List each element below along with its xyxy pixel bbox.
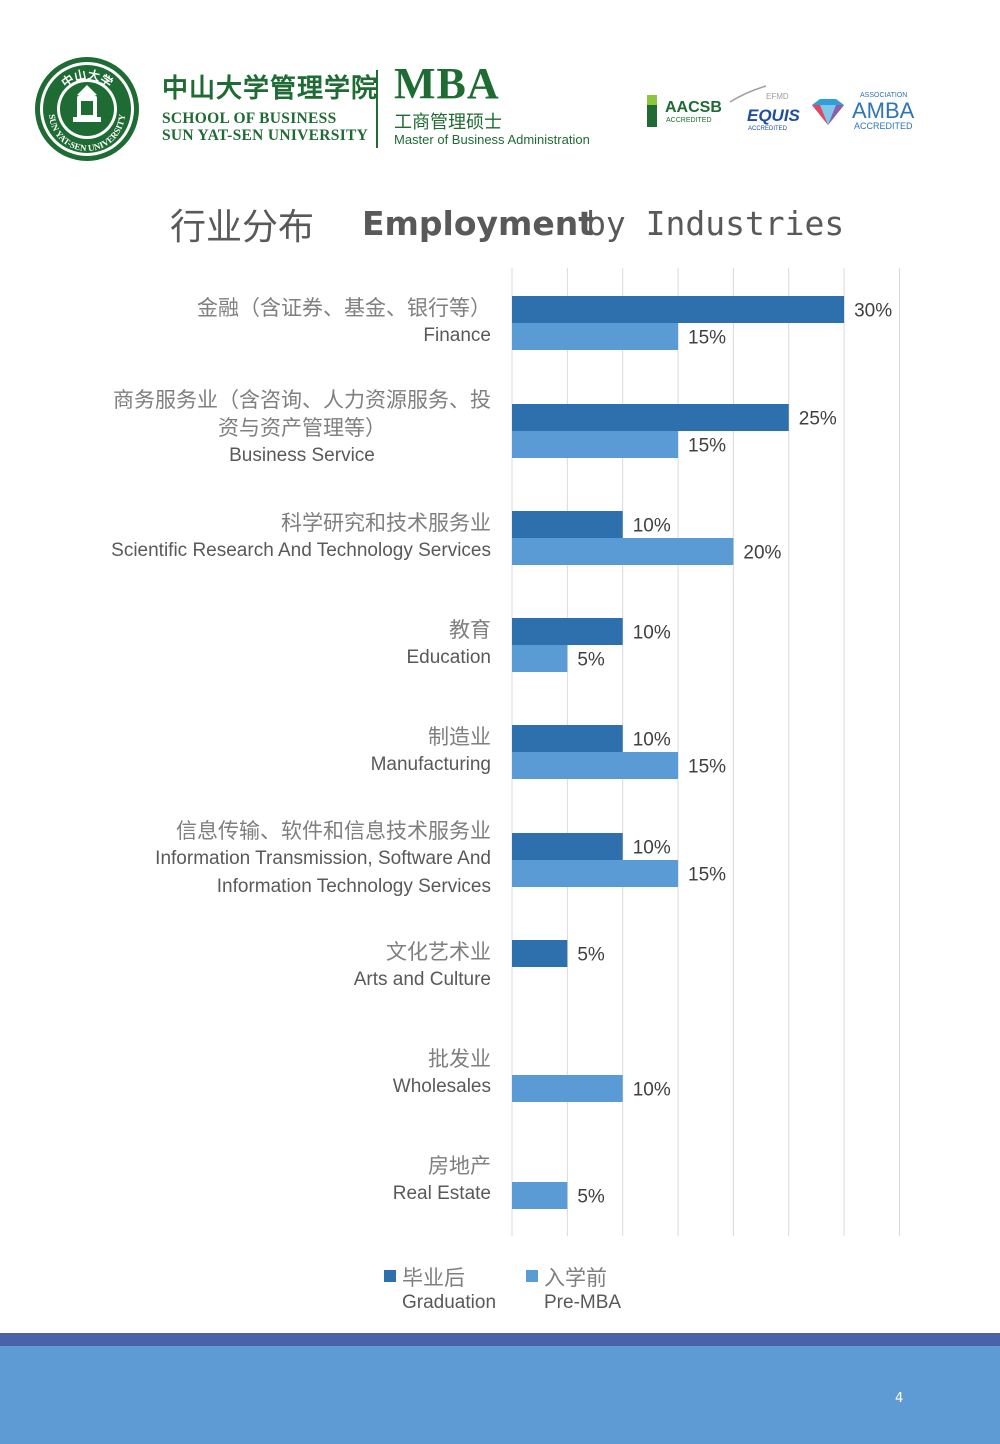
data-label: 10% [633, 730, 671, 751]
data-label: 10% [633, 838, 671, 859]
category-label: 金融（含证券、基金、银行等） Finance [197, 294, 491, 350]
data-label: 15% [688, 757, 726, 778]
bar-graduation [512, 725, 623, 752]
bar-graduation [512, 404, 789, 431]
aacsb-label: AACSB [665, 99, 722, 116]
mba-title: MBA [394, 59, 500, 108]
data-label: 30% [854, 301, 892, 322]
category-label-cn: 金融（含证券、基金、银行等） [197, 296, 491, 320]
amba-badge: ASSOCIATION AMBA ACCREDITED [808, 92, 923, 132]
data-label: 5% [577, 1187, 605, 1208]
school-name-en-line2: SUN YAT-SEN UNIVERSITY [162, 127, 369, 144]
category-label-cn: 商务服务业（含咨询、人力资源服务、投 [113, 388, 491, 412]
school-name-cn: 中山大学管理学院 [162, 74, 379, 104]
bar-pre-mba [512, 752, 679, 779]
legend-label-cn: 入学前 [544, 1266, 607, 1290]
equis-sub-label: ACCREDITED [748, 126, 788, 132]
legend-label-en: Pre-MBA [544, 1292, 622, 1313]
chart-title-en-bold: Employment [362, 204, 595, 243]
category-label-en: Business Service [229, 445, 375, 466]
category-label-cn: 教育 [449, 618, 491, 642]
category-label: 教育 Education [406, 616, 491, 672]
category-label-en: Wholesales [392, 1076, 491, 1097]
category-label-en: Education [406, 647, 491, 668]
category-label-en: Information Transmission, Software And [155, 848, 491, 869]
efmd-label: EFMD [766, 92, 789, 101]
data-label: 20% [743, 543, 781, 564]
data-label: 25% [799, 409, 837, 430]
amba-diamond-icon [812, 99, 844, 125]
legend-swatch-graduation [384, 1270, 396, 1282]
category-label: 商务服务业（含咨询、人力资源服务、投 资与资产管理等） Business Servi… [113, 386, 491, 470]
amba-sub-label: ACCREDITED [854, 121, 913, 131]
category-label: 信息传输、软件和信息技术服务业 Information Transmission,… [155, 817, 491, 901]
bar-graduation [512, 511, 623, 538]
bar-graduation [512, 833, 623, 860]
bar-graduation [512, 618, 623, 645]
footer-band [0, 1346, 1000, 1444]
data-label: 15% [688, 328, 726, 349]
category-label-en: Real Estate [392, 1183, 491, 1204]
sysu-seal-logo: 中山大学 SUN YAT-SEN UNIVERSITY [35, 57, 139, 161]
school-name-en-line1: SCHOOL OF BUSINESS [162, 110, 337, 127]
mba-subtitle-cn: 工商管理硕士 [394, 112, 502, 133]
category-label-en: Manufacturing [370, 754, 491, 775]
legend-label-en: Graduation [402, 1292, 497, 1313]
page-number: 4 [895, 1391, 904, 1406]
data-label: 15% [688, 436, 726, 457]
category-label-cn: 房地产 [428, 1154, 491, 1178]
aacsb-icon [647, 95, 657, 127]
data-label: 5% [577, 650, 605, 671]
bar-pre-mba [512, 1075, 623, 1102]
data-label: 10% [633, 516, 671, 537]
legend-swatch-pre-mba [526, 1270, 538, 1282]
bar-pre-mba [512, 860, 679, 887]
category-label-cn: 制造业 [428, 725, 491, 749]
category-label: 房地产 Real Estate [393, 1152, 491, 1208]
category-label-en: Finance [423, 325, 491, 346]
category-label-cn: 文化艺术业 [386, 940, 491, 964]
bar-graduation [512, 940, 568, 967]
data-label: 5% [577, 945, 605, 966]
aacsb-sub-label: ACCREDITED [666, 117, 712, 124]
equis-badge: EFMD EQUIS ACCREDITED [728, 84, 800, 134]
footer-stripe [0, 1333, 1000, 1346]
amba-label: AMBA [852, 98, 915, 123]
category-label: 科学研究和技术服务业 Scientific Research And Techno… [111, 509, 491, 565]
mba-subtitle-en: Master of Business Administration [394, 132, 590, 147]
chart-title-en-rest: by Industries [586, 204, 845, 243]
category-label-en: Scientific Research And Technology Servi… [111, 540, 491, 561]
amba-association-label: ASSOCIATION [860, 92, 908, 99]
chart-title-cn: 行业分布 [170, 207, 315, 248]
bar-pre-mba [512, 431, 679, 458]
category-label: 文化艺术业 Arts and Culture [354, 938, 491, 994]
bar-pre-mba [512, 323, 679, 350]
category-label: 批发业 Wholesales [393, 1045, 491, 1101]
category-label-cn: 资与资产管理等） [218, 416, 386, 440]
category-label-cn: 信息传输、软件和信息技术服务业 [176, 819, 491, 843]
bar-pre-mba [512, 645, 568, 672]
legend-label-cn: 毕业后 [402, 1266, 465, 1290]
category-label-cn: 科学研究和技术服务业 [281, 511, 491, 535]
category-label-en: Information Technology Services [216, 876, 491, 897]
bar-pre-mba [512, 1182, 568, 1209]
data-label: 10% [633, 623, 671, 644]
category-label-cn: 批发业 [428, 1047, 491, 1071]
aacsb-badge: AACSB ACCREDITED [645, 95, 725, 129]
data-label: 15% [688, 865, 726, 886]
equis-swoosh-icon [729, 85, 767, 103]
header-divider [376, 70, 378, 148]
data-label: 10% [633, 1080, 671, 1101]
category-label-en: Arts and Culture [353, 969, 491, 990]
bar-graduation [512, 296, 845, 323]
bar-pre-mba [512, 538, 734, 565]
equis-label: EQUIS [747, 106, 800, 125]
category-label: 制造业 Manufacturing [371, 723, 491, 779]
